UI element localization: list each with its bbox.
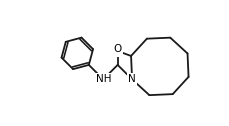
Text: N: N: [128, 74, 136, 84]
Text: O: O: [114, 44, 122, 54]
Text: O: O: [112, 46, 121, 56]
Text: NH: NH: [95, 74, 111, 84]
